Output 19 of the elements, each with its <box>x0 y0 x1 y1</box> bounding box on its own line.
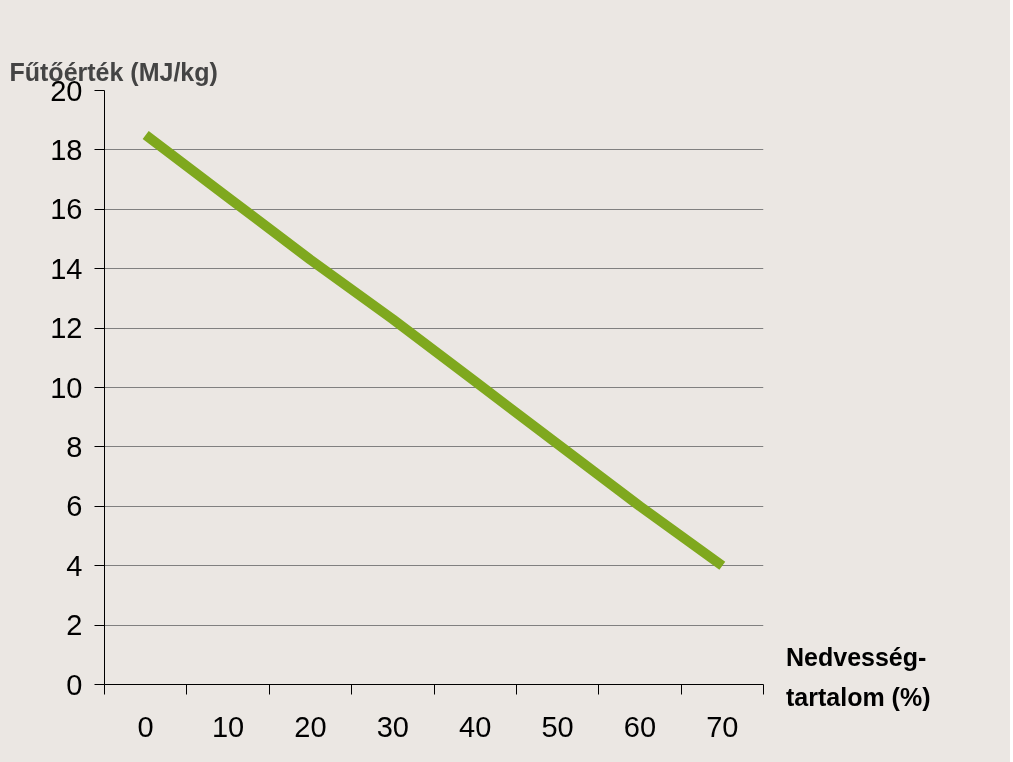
y-tick-label: 0 <box>66 668 83 701</box>
y-tick-label: 8 <box>66 430 83 463</box>
y-tick-label: 4 <box>66 549 83 582</box>
x-tick-label: 60 <box>623 710 657 743</box>
x-tick-label: 30 <box>376 710 409 743</box>
x-tick-label: 20 <box>294 710 327 743</box>
y-tick-label: 14 <box>50 252 83 285</box>
x-tick-label: 70 <box>706 710 739 743</box>
x-tick-label: 50 <box>541 710 574 743</box>
x-tick-label: 10 <box>211 710 245 743</box>
y-tick-label: 18 <box>50 133 83 166</box>
y-tick-label: 10 <box>50 371 83 404</box>
x-tick-label: 0 <box>137 710 154 743</box>
y-tick-label: 6 <box>66 490 83 523</box>
y-tick-label: 2 <box>66 609 83 642</box>
y-tick-label: 16 <box>50 193 83 226</box>
x-tick-label: 40 <box>459 710 492 743</box>
x-axis-title: Nedvesség- tartalom (%) <box>786 642 931 713</box>
y-tick-label: 12 <box>50 312 83 345</box>
